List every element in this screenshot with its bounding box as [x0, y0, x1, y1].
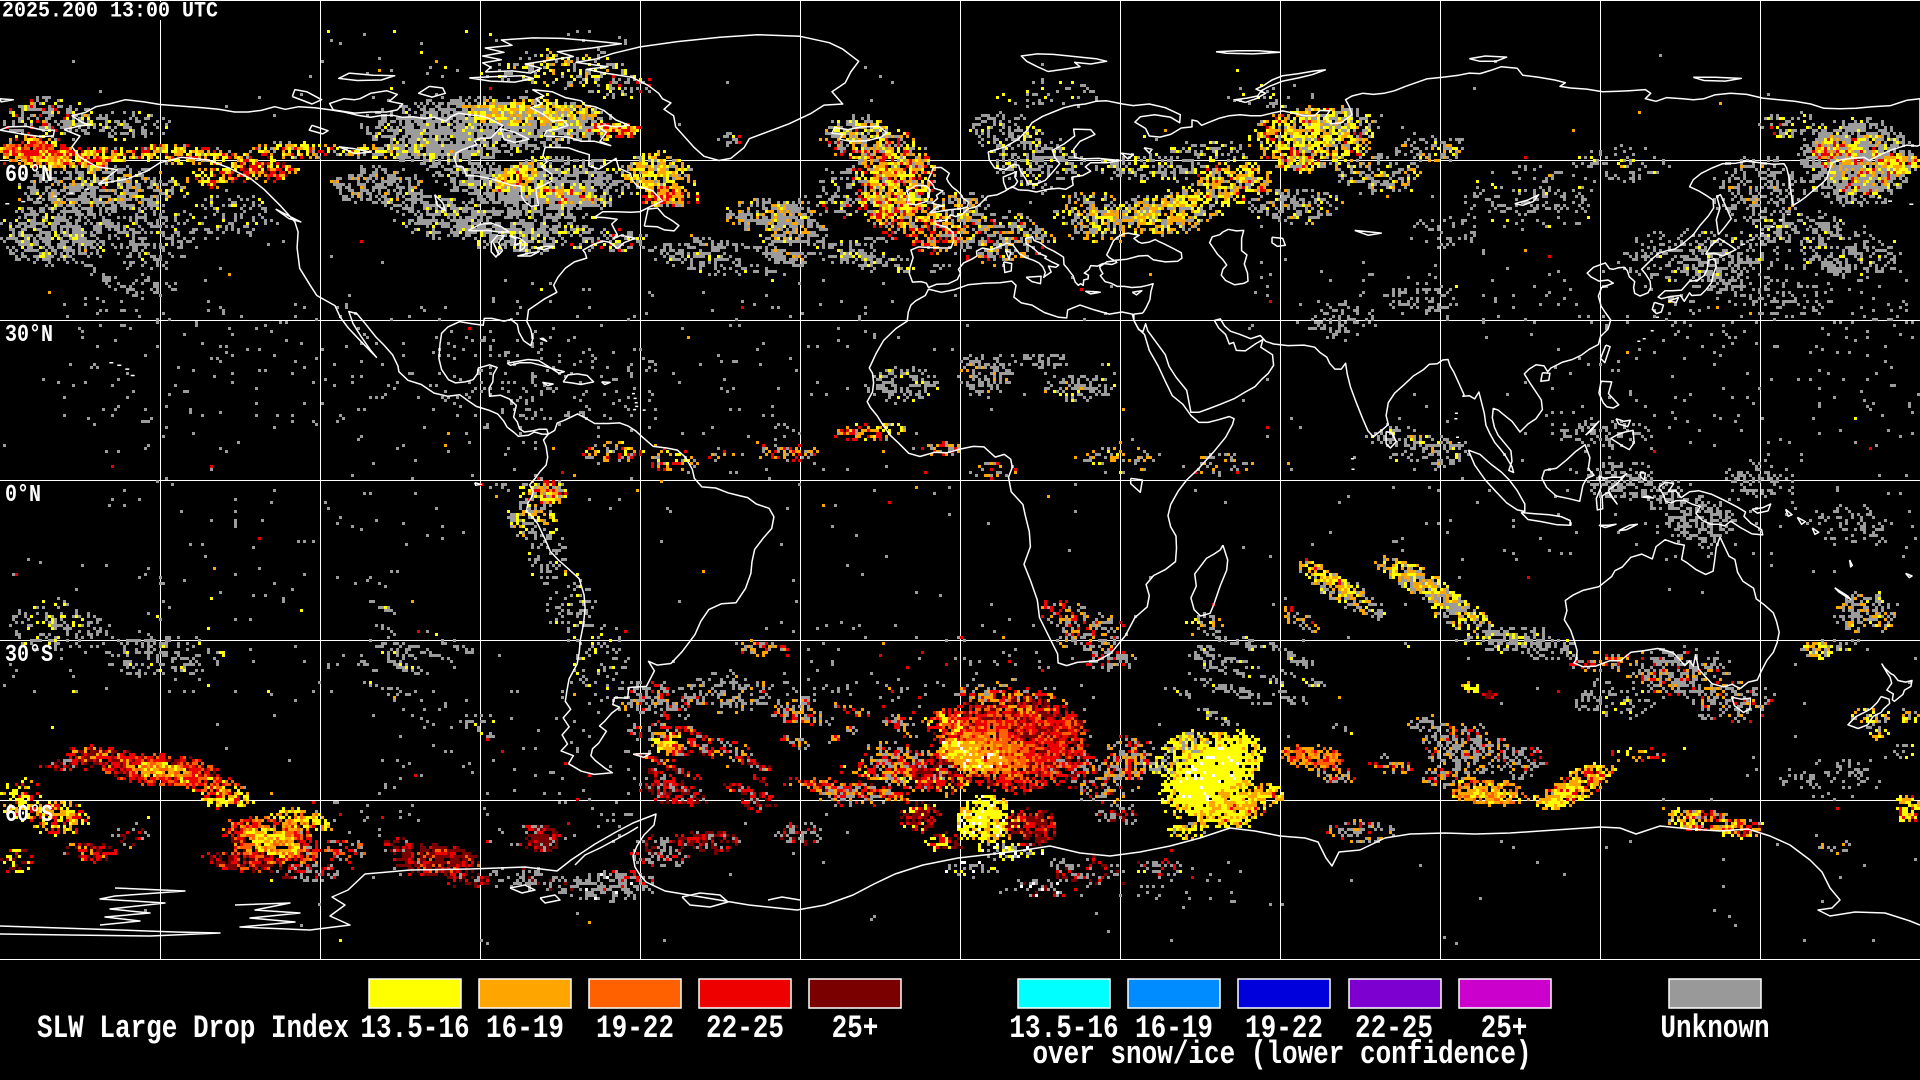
- svg-text:19-22: 19-22: [596, 1009, 674, 1047]
- svg-text:13.5-16: 13.5-16: [360, 1009, 469, 1047]
- svg-text:25+: 25+: [1481, 1009, 1528, 1047]
- svg-text:22-25: 22-25: [1355, 1009, 1433, 1047]
- svg-text:13.5-16: 13.5-16: [1009, 1009, 1118, 1047]
- svg-text:30°N: 30°N: [5, 321, 53, 348]
- svg-text:16-19: 16-19: [1135, 1009, 1213, 1047]
- svg-text:over snow/ice (lower confidenc: over snow/ice (lower confidence): [1032, 1035, 1531, 1073]
- svg-text:16-19: 16-19: [486, 1009, 564, 1047]
- svg-text:19-22: 19-22: [1245, 1009, 1323, 1047]
- svg-text:22-25: 22-25: [706, 1009, 784, 1047]
- svg-text:60°N: 60°N: [5, 161, 53, 188]
- svg-text:0°N: 0°N: [5, 481, 41, 508]
- svg-text:25+: 25+: [832, 1009, 879, 1047]
- svg-text:Unknown: Unknown: [1660, 1009, 1769, 1047]
- svg-text:30°S: 30°S: [5, 641, 53, 668]
- svg-text:60°S: 60°S: [5, 801, 53, 828]
- svg-text:SLW Large Drop Index: SLW Large Drop Index: [37, 1009, 349, 1047]
- svg-text:2025.200 13:00 UTC: 2025.200 13:00 UTC: [2, 0, 218, 24]
